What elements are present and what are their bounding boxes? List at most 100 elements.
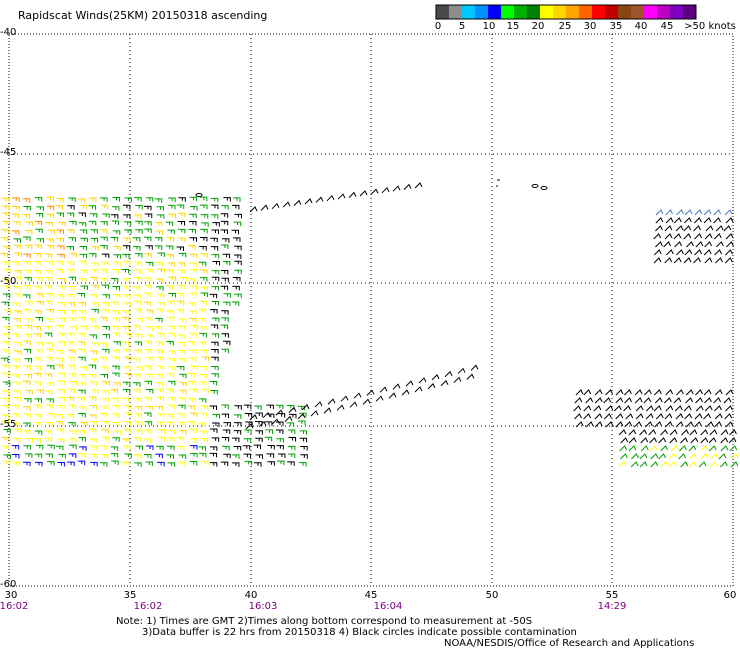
wind-barb bbox=[101, 348, 110, 354]
wind-barb bbox=[134, 253, 143, 258]
lon-label: 30 bbox=[4, 590, 18, 601]
wind-barb bbox=[66, 229, 75, 234]
wind-barb bbox=[189, 253, 198, 259]
lon-label: 40 bbox=[244, 590, 258, 601]
wind-barb bbox=[123, 421, 132, 426]
wind-barb bbox=[650, 461, 659, 468]
time-label: 16:04 bbox=[373, 601, 403, 612]
wind-barb bbox=[177, 220, 186, 226]
wind-barb bbox=[2, 285, 11, 290]
wind-barb bbox=[80, 269, 88, 275]
wind-barb bbox=[189, 213, 197, 219]
wind-barb bbox=[190, 453, 198, 458]
wind-barb bbox=[132, 373, 141, 379]
wind-barb bbox=[694, 217, 702, 224]
wind-barb bbox=[56, 197, 64, 203]
wind-barb bbox=[66, 269, 75, 274]
wind-barb bbox=[57, 278, 66, 283]
wind-barb bbox=[24, 277, 32, 282]
wind-barb bbox=[122, 389, 131, 394]
wind-barb bbox=[220, 244, 229, 250]
legend-swatch bbox=[449, 5, 463, 19]
wind-barb bbox=[156, 445, 164, 451]
wind-barb bbox=[392, 185, 401, 192]
wind-barb bbox=[176, 436, 185, 442]
wind-barb bbox=[593, 405, 602, 412]
wind-barb bbox=[635, 413, 644, 420]
wind-barb bbox=[177, 237, 186, 243]
wind-barb bbox=[323, 407, 332, 414]
wind-barb bbox=[713, 397, 722, 404]
wind-barb bbox=[222, 253, 231, 259]
wind-barb bbox=[56, 260, 64, 266]
wind-barb bbox=[695, 405, 704, 412]
wind-barb bbox=[99, 356, 108, 362]
wind-barb bbox=[211, 286, 219, 291]
wind-barb bbox=[67, 302, 76, 307]
wind-barb bbox=[45, 292, 54, 298]
wind-barb bbox=[122, 253, 130, 259]
wind-barb bbox=[167, 404, 176, 410]
wind-barb bbox=[188, 220, 197, 226]
wind-barb bbox=[24, 333, 32, 339]
wind-barb bbox=[14, 293, 22, 298]
wind-barb bbox=[55, 364, 64, 370]
wind-barb bbox=[690, 437, 699, 444]
wind-barb bbox=[299, 437, 308, 443]
wind-barb bbox=[33, 333, 42, 338]
wind-barb bbox=[210, 309, 218, 314]
wind-barb bbox=[45, 453, 53, 459]
wind-barb bbox=[221, 413, 230, 419]
wind-barb bbox=[121, 268, 130, 274]
wind-barb bbox=[1, 420, 9, 426]
wind-barb bbox=[704, 257, 713, 264]
wind-barb bbox=[336, 404, 345, 411]
wind-barb bbox=[12, 333, 20, 338]
wind-barb bbox=[704, 233, 713, 240]
wind-barb bbox=[79, 278, 87, 283]
wind-barb bbox=[200, 292, 209, 298]
map-title: Rapidscat Winds(25KM) 20150318 ascending bbox=[18, 9, 268, 22]
wind-barb bbox=[123, 221, 132, 226]
wind-barb bbox=[156, 388, 164, 394]
wind-barb bbox=[2, 404, 10, 410]
wind-barb bbox=[705, 421, 714, 428]
wind-barb bbox=[55, 205, 64, 210]
wind-barb bbox=[178, 454, 187, 459]
wind-barb bbox=[222, 261, 231, 266]
wind-barb bbox=[655, 217, 664, 224]
wind-barb bbox=[243, 404, 252, 410]
legend-swatch bbox=[553, 5, 567, 19]
wind-barb bbox=[1, 436, 9, 442]
wind-barb bbox=[102, 325, 110, 331]
wind-barb bbox=[664, 397, 672, 404]
wind-barb bbox=[288, 406, 297, 413]
wind-barb bbox=[703, 249, 712, 256]
wind-barb bbox=[223, 453, 231, 459]
legend-swatch bbox=[501, 5, 515, 19]
wind-barb bbox=[418, 377, 427, 384]
wind-barb bbox=[91, 302, 99, 307]
wind-barb bbox=[112, 422, 120, 427]
wind-barb bbox=[245, 423, 254, 430]
wind-barb bbox=[134, 397, 142, 403]
wind-barb bbox=[168, 292, 176, 298]
wind-barb bbox=[110, 278, 119, 283]
wind-barb bbox=[69, 380, 77, 386]
wind-barb bbox=[624, 421, 633, 428]
wind-barb bbox=[684, 209, 693, 216]
wind-barb bbox=[198, 318, 207, 323]
wind-barb bbox=[211, 366, 219, 371]
wind-barb bbox=[190, 268, 198, 274]
wind-barb bbox=[684, 413, 693, 420]
wind-barb bbox=[123, 445, 131, 451]
wind-barb bbox=[57, 380, 65, 386]
legend-swatch bbox=[579, 5, 593, 19]
wind-barb bbox=[234, 269, 242, 275]
wind-barb bbox=[66, 212, 75, 218]
wind-barb bbox=[44, 277, 53, 282]
wind-barb bbox=[80, 237, 88, 243]
wind-barb bbox=[1, 372, 9, 378]
wind-barb bbox=[639, 461, 648, 468]
wind-barb bbox=[276, 421, 284, 427]
